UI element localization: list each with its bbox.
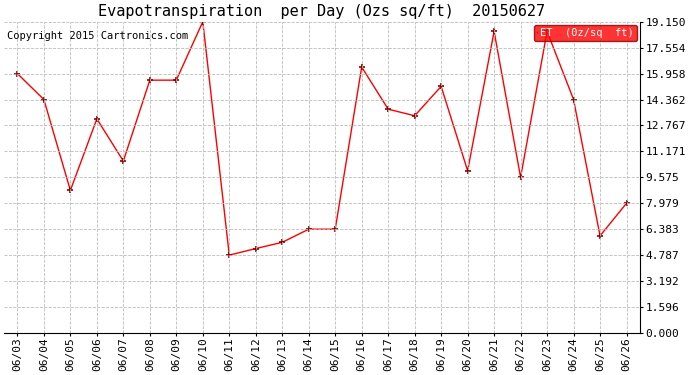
Legend: ET  (0z/sq  ft): ET (0z/sq ft) <box>533 25 637 41</box>
Text: Copyright 2015 Cartronics.com: Copyright 2015 Cartronics.com <box>8 31 188 41</box>
Title: Evapotranspiration  per Day (Ozs sq/ft)  20150627: Evapotranspiration per Day (Ozs sq/ft) 2… <box>99 4 546 19</box>
